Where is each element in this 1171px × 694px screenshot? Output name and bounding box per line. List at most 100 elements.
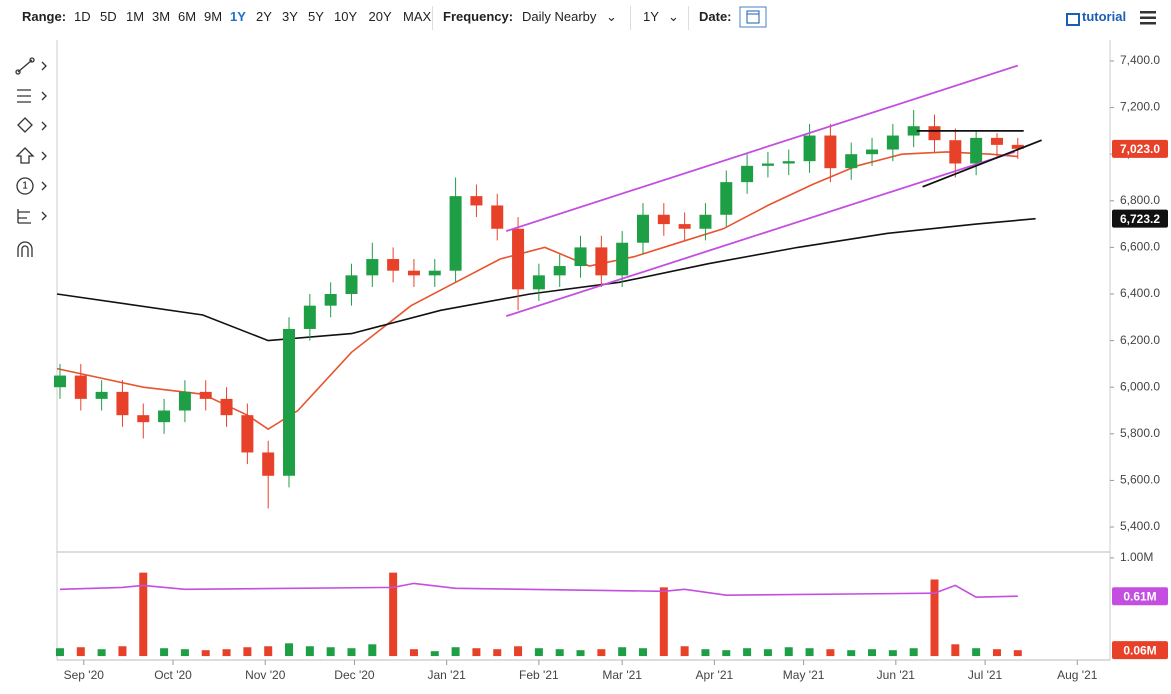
volume-bar	[76, 647, 85, 657]
trendline	[922, 139, 1042, 188]
x-tick-label: Jun '21	[877, 668, 916, 682]
frequency-select[interactable]: Daily Nearby	[522, 9, 597, 24]
icon-text: 1	[22, 181, 28, 192]
volume-bar	[680, 646, 689, 657]
y-tick-label: 6,600.0	[1120, 240, 1160, 254]
price-badge-label: 6,723.2	[1120, 212, 1160, 226]
volume-average	[59, 582, 1018, 599]
volume-bar	[160, 648, 169, 657]
candle-body	[95, 391, 108, 399]
volume-bar	[409, 649, 418, 657]
range-button[interactable]: 1Y	[230, 9, 246, 24]
volume-bar	[868, 649, 877, 657]
candle-body	[949, 140, 962, 164]
separator	[630, 6, 631, 30]
candle-body	[303, 305, 316, 329]
moving-average	[56, 217, 1036, 342]
trendline	[505, 151, 1016, 317]
trendline	[505, 64, 1019, 232]
volume-bar	[451, 647, 460, 657]
volume-bar	[826, 649, 835, 657]
candle-body	[616, 242, 629, 276]
period-select[interactable]: 1Y	[643, 9, 659, 24]
candle-body	[491, 205, 504, 229]
frequency-label: Frequency:	[443, 9, 514, 24]
y-tick-label: 6,400.0	[1120, 286, 1160, 300]
volume-bar	[305, 646, 314, 657]
volume-bar	[493, 649, 502, 657]
tutorial-icon	[1066, 13, 1080, 26]
volume-bar	[555, 649, 564, 657]
volume-bar	[139, 572, 148, 657]
volume-bar	[514, 646, 523, 657]
range-button[interactable]: 1D	[74, 9, 91, 24]
x-tick-label: May '21	[783, 668, 825, 682]
candle-body	[636, 214, 649, 243]
range-button[interactable]: 1M	[126, 9, 145, 24]
volume-bar	[743, 648, 752, 657]
chevron: ⌄	[606, 9, 617, 24]
volume-bar	[264, 646, 273, 657]
volume-bar	[847, 650, 856, 657]
separator	[432, 6, 433, 30]
volume-bar	[618, 647, 627, 657]
menu-button[interactable]	[1140, 11, 1156, 25]
candle-body	[470, 196, 483, 206]
volume-bar	[55, 648, 64, 657]
range-button[interactable]: 20Y	[368, 9, 392, 24]
volume-bar	[201, 650, 210, 657]
candle-body	[553, 266, 566, 276]
candle-body	[283, 328, 296, 476]
range-button[interactable]: 3Y	[282, 9, 298, 24]
candle-body	[928, 126, 941, 141]
moving-average	[56, 151, 1018, 431]
candle-body	[116, 391, 129, 416]
volume-bar	[909, 648, 918, 657]
x-tick-label: Jan '21	[428, 668, 467, 682]
price-badge	[1112, 641, 1168, 660]
x-tick-label: Mar '21	[602, 668, 642, 682]
volume-bar	[118, 646, 127, 657]
candle-body	[1011, 144, 1024, 149]
range-button[interactable]: 5Y	[308, 9, 324, 24]
date-label: Date:	[699, 9, 732, 24]
candle-body	[53, 375, 66, 388]
volume-bar	[888, 650, 897, 657]
candle-body	[970, 137, 983, 164]
volume-bar	[243, 647, 252, 657]
candle-body	[241, 415, 254, 453]
volume-bar	[285, 643, 294, 657]
candle-body	[886, 135, 899, 150]
candle-body	[532, 275, 545, 290]
x-tick-label: Nov '20	[245, 668, 286, 682]
range-button[interactable]: 5D	[100, 9, 117, 24]
range-button[interactable]: 10Y	[334, 9, 358, 24]
candle-body	[824, 135, 837, 169]
candle-body	[803, 135, 816, 162]
x-tick-label: Apr '21	[696, 668, 734, 682]
range-button[interactable]: 2Y	[256, 9, 272, 24]
toolbar: Range: 1D 5D 1M 3M 6M 9M 1Y 2Y 3Y 5Y 10Y 20Y MAX Fre…	[0, 0, 1171, 36]
candle-body	[366, 259, 379, 276]
range-button[interactable]: MAX	[403, 9, 432, 24]
volume-bar	[597, 649, 606, 657]
range-button[interactable]: 3M	[152, 9, 171, 24]
volume-bar	[430, 651, 439, 657]
range-button[interactable]: 6M	[178, 9, 197, 24]
price-badge	[1112, 587, 1168, 606]
tutorial-link[interactable]: tutorial	[1082, 9, 1127, 24]
range-label: Range:	[22, 9, 67, 24]
candle-body	[990, 137, 1003, 145]
calendar-button[interactable]	[739, 6, 767, 28]
candle-body	[595, 247, 608, 276]
candle-body	[782, 161, 795, 164]
volume-bar	[701, 649, 710, 657]
candle-body	[220, 398, 233, 416]
candle-body	[512, 228, 525, 290]
range-button[interactable]: 9M	[204, 9, 223, 24]
y-tick-label: 6,200.0	[1120, 333, 1160, 347]
candle-body	[199, 391, 212, 399]
candle-body	[178, 391, 191, 411]
